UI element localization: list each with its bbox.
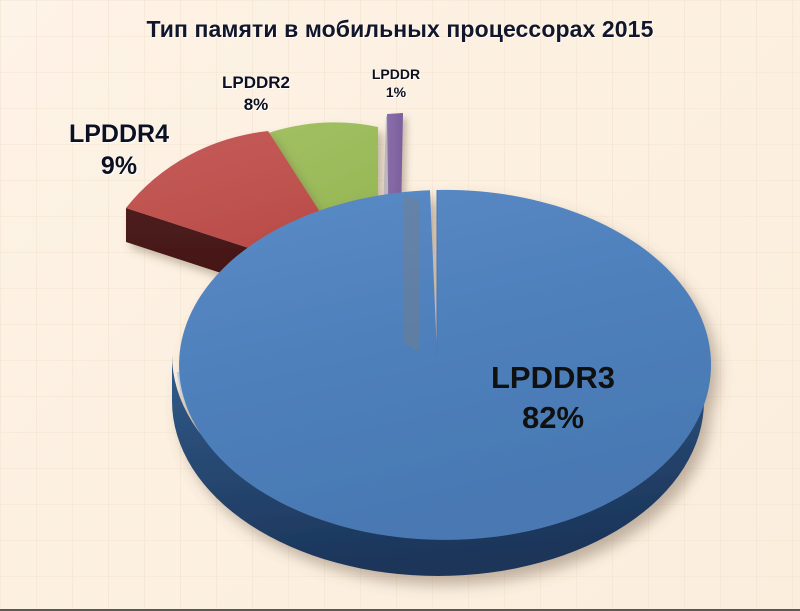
pie-label-lpddr2: LPDDR2 8% — [181, 72, 331, 116]
pie-label-lpddr: LPDDR 1% — [341, 66, 451, 102]
pie-label-lpddr4-name: LPDDR4 — [68, 120, 169, 148]
pie-label-lpddr-name: LPDDR — [371, 66, 421, 82]
pie-label-lpddr3: LPDDR3 82% — [438, 358, 668, 437]
pie-slice-lpddr3[interactable] — [172, 189, 712, 576]
pie-label-lpddr4: LPDDR4 9% — [24, 118, 214, 182]
pie-slice-lpddr3-top — [179, 189, 712, 540]
chart-title: Тип памяти в мобильных процессорах 2015 — [146, 16, 654, 42]
pie-label-lpddr2-value: 8% — [243, 94, 269, 114]
pie-slice-lpddr3-side — [172, 355, 704, 576]
pie-label-lpddr2-name: LPDDR2 — [221, 73, 290, 92]
pie-label-lpddr3-name: LPDDR3 — [490, 360, 615, 395]
pie-label-lpddr3-value: 82% — [521, 399, 585, 435]
pie-label-lpddr-value: 1% — [385, 83, 407, 100]
notch-inner-shadow — [404, 196, 420, 352]
pie-label-lpddr4-value: 9% — [100, 152, 138, 180]
